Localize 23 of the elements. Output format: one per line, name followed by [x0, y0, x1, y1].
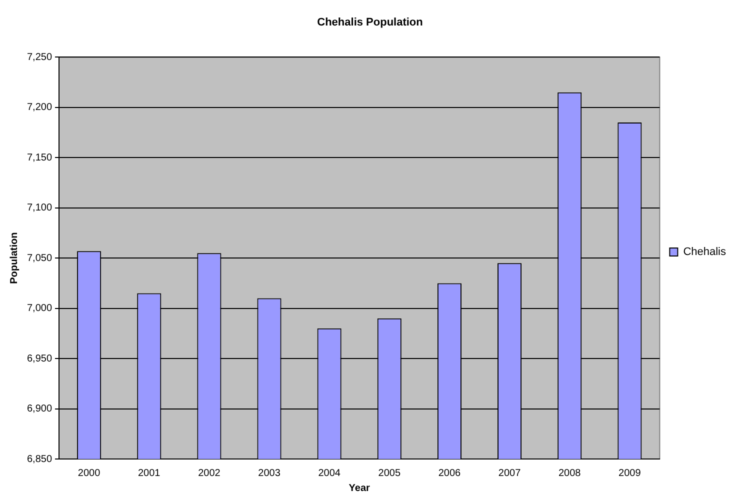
- y-tick-label: 6,900: [26, 404, 52, 415]
- y-tick-label: 7,000: [26, 303, 52, 314]
- x-tick-label: 2008: [558, 468, 582, 479]
- y-tick-label: 6,950: [26, 353, 52, 364]
- y-tick-label: 7,050: [26, 252, 52, 264]
- x-axis-title: Year: [348, 482, 370, 494]
- x-tick-label: 2000: [78, 468, 101, 479]
- legend-label: Chehalis: [683, 246, 726, 258]
- y-tick-label: 7,150: [26, 152, 52, 164]
- x-tick-label: 2006: [438, 468, 462, 479]
- y-tick-label: 7,200: [26, 102, 52, 114]
- y-tick-label: 6,850: [26, 454, 52, 465]
- y-tick-label: 7,100: [26, 202, 52, 214]
- y-axis-title: Population: [8, 232, 20, 284]
- chart-title: Chehalis Population: [317, 16, 424, 29]
- x-tick-label: 2001: [138, 468, 161, 479]
- x-tick-label: 2003: [258, 468, 281, 479]
- x-tick-label: 2009: [618, 468, 642, 479]
- x-tick-label: 2007: [498, 468, 522, 479]
- y-tick-label: 7,250: [26, 52, 52, 63]
- x-tick-label: 2005: [378, 468, 401, 479]
- x-tick-label: 2002: [198, 468, 221, 479]
- x-tick-label: 2004: [318, 468, 341, 479]
